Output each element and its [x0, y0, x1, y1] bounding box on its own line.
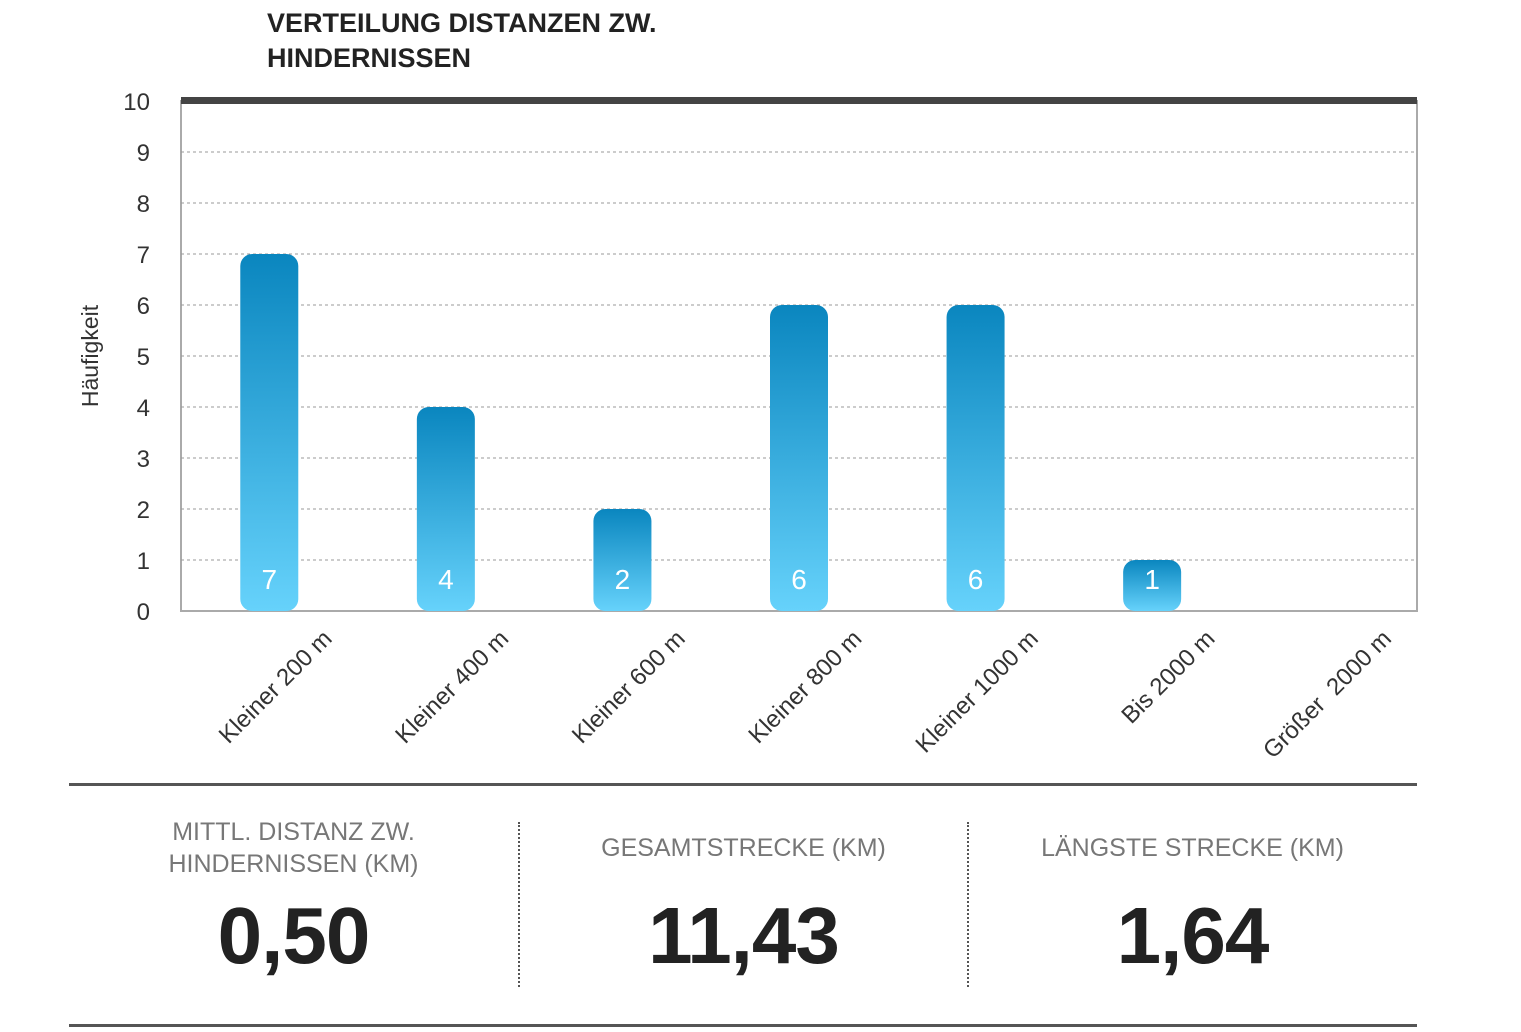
top-border [181, 97, 1417, 104]
y-tick-label: 6 [137, 293, 150, 320]
stat-divider [967, 822, 969, 987]
data-label: 4 [438, 564, 454, 595]
x-tick-label: Bis 2000 m [1116, 625, 1220, 729]
bar [1123, 560, 1182, 611]
y-axis-label: Häufigkeit [77, 304, 103, 407]
stat-label-line: LÄNGSTE STRECKE (KM) [1041, 834, 1344, 862]
stat-total-distance: GESAMTSTRECKE (KM) 11,43 [519, 800, 968, 976]
bar [593, 509, 652, 611]
data-label: 6 [968, 564, 984, 595]
y-tick-label: 2 [137, 497, 150, 524]
y-tick-label: 0 [137, 599, 150, 626]
bar [770, 305, 828, 611]
stat-value: 11,43 [648, 891, 840, 980]
stat-label: GESAMTSTRECKE (KM) [519, 800, 968, 896]
stat-mean-distance: MITTL. DISTANZ ZW. HINDERNISSEN (KM) 0,50 [69, 800, 518, 976]
data-label: 6 [791, 564, 807, 595]
stat-value: 0,50 [217, 891, 371, 980]
stat-value: 1,64 [1116, 891, 1270, 980]
data-label: 1 [1144, 564, 1160, 595]
data-label: 7 [261, 564, 277, 595]
x-tick-label: Kleiner 600 m [567, 625, 691, 749]
y-tick-label: 4 [137, 395, 150, 422]
chart-title: VERTEILUNG DISTANZEN ZW. HINDERNISSEN [267, 6, 767, 76]
x-tick-label: Kleiner 200 m [214, 625, 338, 749]
y-tick-label: 5 [137, 344, 150, 371]
x-tick-label: Größer 2000 m [1258, 625, 1397, 764]
y-tick-label: 10 [123, 89, 150, 116]
y-tick-label: 7 [137, 242, 150, 269]
stat-label-line: MITTL. DISTANZ ZW. [172, 818, 415, 846]
stat-label-line: GESAMTSTRECKE (KM) [601, 834, 886, 862]
x-tick-label: Kleiner 1000 m [911, 625, 1044, 758]
divider-top [69, 783, 1417, 786]
stat-label: MITTL. DISTANZ ZW. HINDERNISSEN (KM) [69, 800, 518, 896]
stat-label: LÄNGSTE STRECKE (KM) [968, 800, 1417, 896]
bar-chart: Häufigkeit 0 1 2 3 4 5 6 7 8 9 10 7 Kleiner 200 m 4 Kl… [77, 89, 1418, 764]
chart-title-line: HINDERNISSEN [267, 43, 472, 73]
x-tick-label: Kleiner 800 m [743, 625, 867, 749]
stat-longest-distance: LÄNGSTE STRECKE (KM) 1,64 [968, 800, 1417, 976]
x-tick-label: Kleiner 400 m [390, 625, 514, 749]
y-tick-label: 9 [137, 140, 150, 167]
y-tick-label: 1 [137, 548, 150, 575]
chart-title-line: VERTEILUNG DISTANZEN ZW. [267, 8, 657, 38]
data-label: 2 [615, 564, 631, 595]
stat-label-line: HINDERNISSEN (KM) [168, 850, 419, 878]
y-tick-label: 8 [137, 191, 150, 218]
bar [946, 305, 1005, 611]
bar [416, 407, 475, 611]
y-tick-label: 3 [137, 446, 150, 473]
stat-divider [518, 822, 520, 987]
bar [240, 254, 299, 611]
divider-bottom [69, 1024, 1417, 1027]
